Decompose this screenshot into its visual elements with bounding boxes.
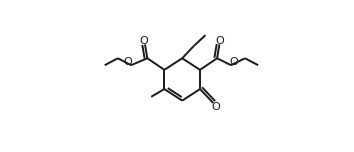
Text: O: O [124,57,132,67]
Text: O: O [216,36,224,46]
Text: O: O [140,36,149,46]
Text: O: O [211,102,220,112]
Text: O: O [230,57,239,67]
